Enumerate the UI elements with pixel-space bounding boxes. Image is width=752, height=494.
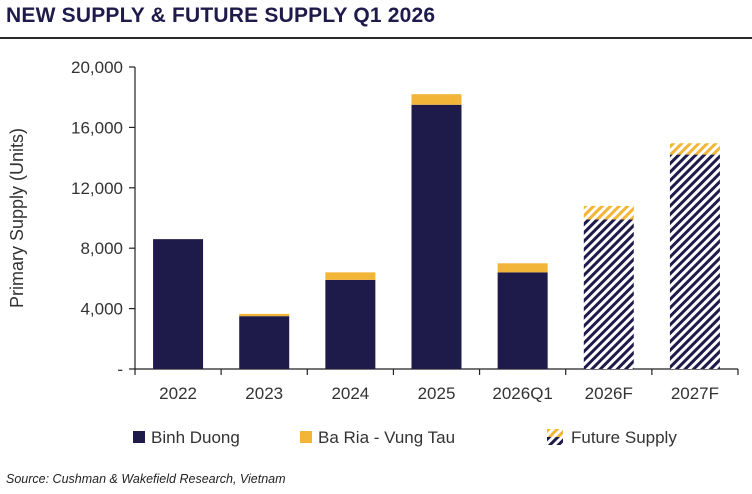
- x-tick-label: 2023: [245, 384, 283, 403]
- bar-binh-duong-2024: [325, 279, 376, 369]
- legend-ba-ria-vung-tau: Ba Ria - Vung Tau: [300, 428, 455, 447]
- bar-binh-duong-2023: [239, 316, 290, 369]
- legend-future-supply: Future Supply: [547, 428, 677, 447]
- bar-binh-duong-2027f: [669, 154, 720, 369]
- x-tick-label: 2024: [331, 384, 369, 403]
- y-tick-label: 4,000: [80, 300, 123, 319]
- title-divider: [0, 37, 752, 39]
- y-tick-label: 12,000: [71, 179, 123, 198]
- legend-ba-ria-vung-tau-swatch: [300, 431, 312, 443]
- y-tick-label: 16,000: [71, 118, 123, 137]
- bar-ba-ria-vung-tau-2027f: [669, 143, 720, 155]
- bar-ba-ria-vung-tau-2026f: [583, 205, 634, 220]
- y-tick-label: 8,000: [80, 239, 123, 258]
- x-tick-label: 2025: [418, 384, 456, 403]
- chart-title: NEW SUPPLY & FUTURE SUPPLY Q1 2026: [6, 4, 436, 27]
- bar-binh-duong-2025: [411, 104, 462, 369]
- legend-binh-duong-swatch: [133, 431, 145, 443]
- supply-bar-chart: Primary Supply (Units) - 4,000 8,000 12,000…: [7, 58, 739, 447]
- bar-binh-duong-2026q1: [497, 272, 548, 369]
- source-note: Source: Cushman & Wakefield Research, Vi…: [6, 472, 286, 486]
- y-axis-label: Primary Supply (Units): [7, 128, 27, 308]
- legend-future-supply-label: Future Supply: [571, 428, 677, 447]
- legend-future-supply-swatch-bottom: [547, 437, 563, 445]
- y-tick-label: 20,000: [71, 58, 123, 77]
- legend-future-supply-swatch-top: [547, 429, 563, 437]
- bar-ba-ria-vung-tau-2026q1: [497, 263, 548, 273]
- bar-ba-ria-vung-tau-2025: [411, 94, 462, 105]
- bar-ba-ria-vung-tau-2023: [239, 313, 290, 317]
- bar-binh-duong-2022: [153, 239, 204, 369]
- x-tick-label: 2026Q1: [492, 384, 553, 403]
- legend-binh-duong: Binh Duong: [133, 428, 240, 447]
- legend-ba-ria-vung-tau-label: Ba Ria - Vung Tau: [318, 428, 455, 447]
- bar-binh-duong-2026f: [583, 219, 634, 369]
- bar-ba-ria-vung-tau-2024: [325, 272, 376, 280]
- x-tick-label: 2027F: [671, 384, 719, 403]
- y-tick-label: -: [117, 360, 123, 379]
- x-tick-label: 2026F: [585, 384, 633, 403]
- legend-binh-duong-label: Binh Duong: [151, 428, 240, 447]
- x-tick-label: 2022: [159, 384, 197, 403]
